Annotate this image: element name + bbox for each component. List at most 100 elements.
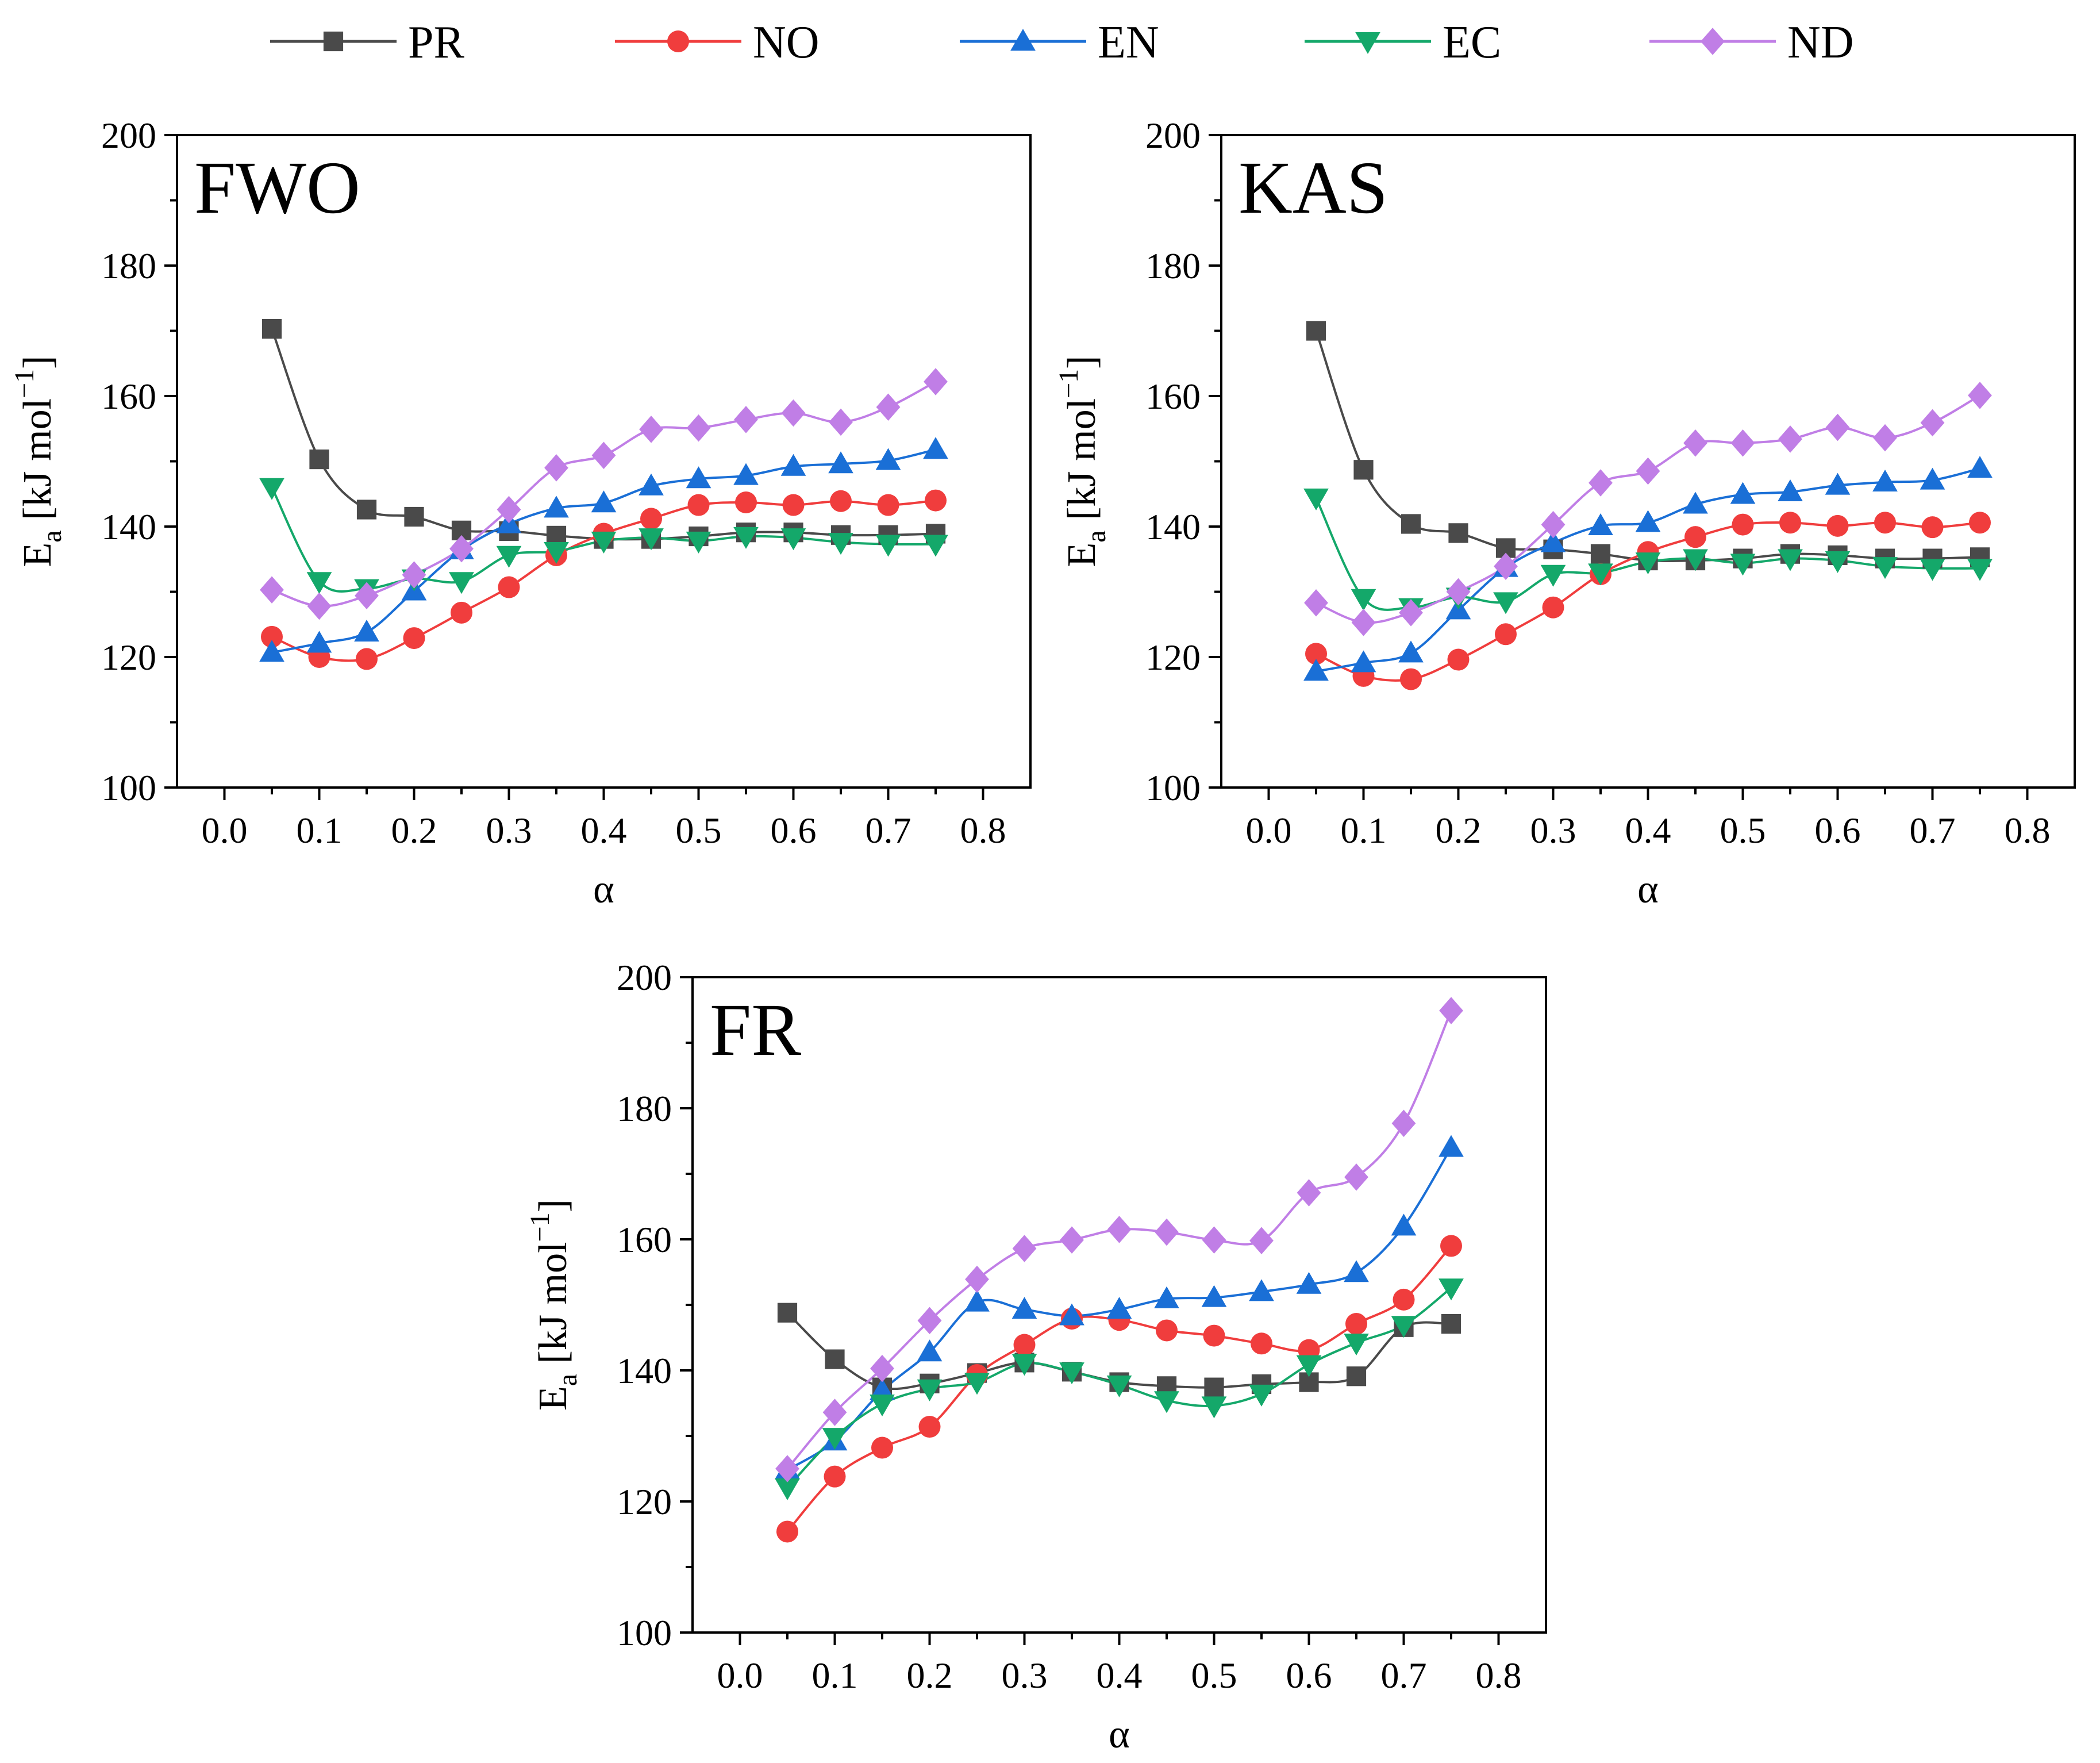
data-point — [1353, 460, 1374, 480]
x-tick-label: 0.2 — [1436, 810, 1482, 851]
data-point — [1730, 429, 1755, 457]
legend-label: EN — [1098, 17, 1159, 68]
data-point — [1920, 467, 1945, 490]
data-point — [1588, 513, 1613, 536]
data-point — [1874, 512, 1896, 534]
data-point — [1201, 1285, 1227, 1307]
data-point — [824, 1465, 846, 1488]
data-point — [735, 491, 757, 514]
data-point — [1249, 1227, 1274, 1255]
data-point — [1201, 1396, 1227, 1419]
data-point — [356, 648, 378, 670]
data-point — [1154, 1391, 1179, 1414]
data-point — [1683, 491, 1708, 514]
panel-title: KAS — [1239, 147, 1388, 229]
data-point — [1400, 668, 1422, 690]
series-points-nd — [260, 368, 948, 620]
data-point — [1494, 552, 1518, 580]
data-point — [1351, 650, 1376, 673]
data-point — [1730, 554, 1756, 576]
y-tick-label: 160 — [617, 1219, 672, 1260]
y-tick-label: 100 — [617, 1612, 672, 1653]
series-points-en — [775, 1135, 1464, 1480]
y-axis-title-sub: a — [552, 1374, 583, 1386]
data-point — [402, 561, 426, 589]
data-point — [1635, 510, 1661, 532]
data-point — [356, 500, 377, 520]
y-axis-title-units: [kJ mol — [1060, 398, 1104, 530]
data-point — [1393, 1288, 1415, 1311]
data-point — [1297, 1179, 1321, 1207]
data-point — [1202, 1226, 1226, 1254]
data-point — [355, 582, 379, 610]
legend-item-ec: EC — [1305, 17, 1501, 68]
data-point — [404, 506, 424, 527]
data-point — [1296, 1355, 1322, 1377]
y-tick-label: 140 — [1145, 506, 1201, 547]
data-point — [686, 531, 711, 554]
data-point — [1344, 1163, 1368, 1191]
data-point — [917, 1379, 943, 1401]
data-point — [639, 416, 663, 443]
data-point — [822, 1428, 848, 1450]
legend-item-en: EN — [960, 17, 1159, 68]
data-point — [775, 1455, 799, 1482]
series-points-ec — [775, 1278, 1464, 1500]
data-point — [1203, 1324, 1225, 1347]
series-points-nd — [1304, 382, 1992, 636]
x-tick-label: 0.3 — [486, 810, 532, 851]
series-points-pr — [261, 318, 946, 549]
x-tick-label: 0.3 — [1530, 810, 1576, 851]
data-point — [780, 528, 806, 551]
data-point — [1401, 514, 1421, 534]
x-tick-label: 0.3 — [1002, 1655, 1048, 1696]
data-point — [261, 625, 283, 648]
data-point — [1439, 1135, 1464, 1157]
data-point — [1439, 997, 1463, 1024]
data-point — [1156, 1319, 1178, 1342]
data-point — [781, 399, 806, 427]
data-point — [870, 1354, 894, 1382]
data-point — [261, 318, 282, 339]
data-point — [1204, 1377, 1224, 1397]
legend-item-pr: PR — [270, 17, 464, 68]
data-point — [1344, 1333, 1369, 1355]
data-point — [1495, 623, 1517, 646]
data-point — [733, 463, 759, 485]
legend-label: PR — [408, 17, 464, 68]
data-point — [1011, 1354, 1037, 1376]
x-axis-title: α — [593, 867, 614, 912]
y-axis-title-end: ] — [1060, 356, 1104, 369]
y-axis-title: Ea [kJ mol−1] — [9, 356, 67, 567]
data-point — [1303, 659, 1329, 681]
y-axis-title-main: E — [16, 543, 60, 567]
data-point — [877, 494, 899, 516]
data-point — [259, 640, 284, 662]
data-point — [964, 1373, 990, 1395]
x-axis-title: α — [1637, 867, 1659, 912]
data-point — [1011, 1297, 1037, 1319]
data-point — [451, 601, 472, 624]
x-tick-label: 0.4 — [581, 810, 627, 851]
data-point — [259, 478, 284, 500]
data-point — [875, 535, 901, 557]
data-point — [1249, 1279, 1274, 1301]
data-point — [1778, 479, 1803, 501]
data-point — [1059, 1303, 1084, 1326]
data-point — [687, 494, 710, 516]
data-point — [449, 572, 474, 594]
panel-fr: 100 120 140 160 180 200 0.0 0.1 0.2 0.3 0.4 0.5 0.6 0… — [525, 957, 1547, 1757]
data-point — [1060, 1226, 1084, 1254]
y-axis-title-end: ] — [531, 1199, 575, 1212]
data-point — [1154, 1286, 1179, 1308]
data-point — [354, 620, 379, 642]
legend-label: NO — [753, 17, 820, 68]
y-tick-label: 100 — [1145, 767, 1201, 808]
x-tick-label: 0.8 — [960, 810, 1006, 851]
data-point — [1590, 544, 1611, 564]
data-point — [870, 1394, 895, 1416]
data-point — [1439, 1278, 1464, 1301]
x-tick-label: 0.0 — [1246, 810, 1292, 851]
data-point — [1542, 596, 1564, 619]
data-point — [1013, 1334, 1036, 1356]
